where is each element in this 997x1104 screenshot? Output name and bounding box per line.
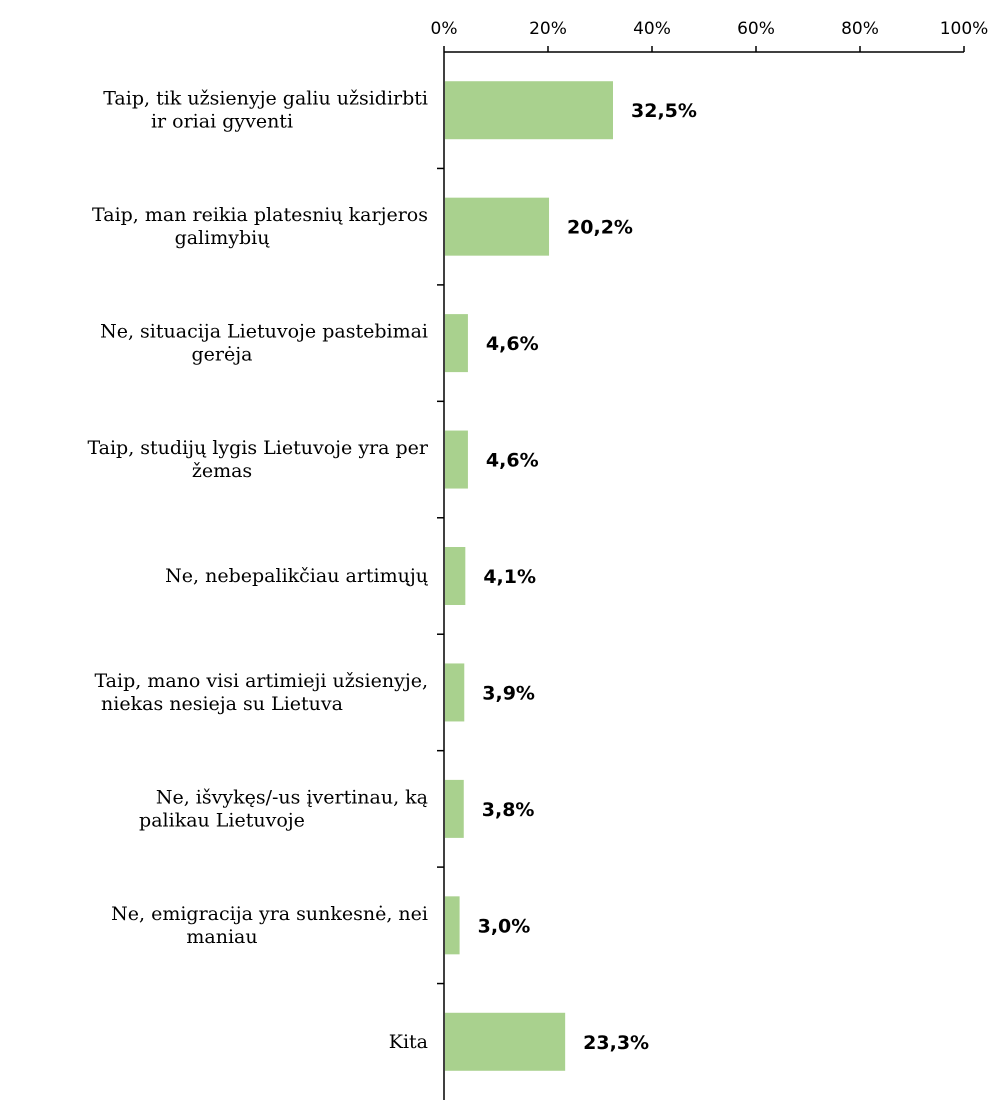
category-label: Taip, studijų lygis Lietuvoje yra per žem…: [87, 437, 428, 482]
labels-layer: 0% 20% 40% 60% 80% 100% 32,5% Taip, tik užsieny…: [87, 19, 988, 1054]
category-label: Ne, emigracija yra sunkesnė, nei maniau: [111, 903, 428, 948]
category-label: Taip, tik užsienyje galiu užsidirbti ir o…: [103, 88, 428, 133]
data-label: 3,8%: [482, 799, 535, 821]
data-label: 3,0%: [478, 915, 531, 937]
data-label: 4,1%: [483, 566, 536, 588]
category-label: Kita: [389, 1031, 428, 1053]
data-label: 23,3%: [583, 1032, 649, 1054]
bar: [445, 779, 464, 838]
data-label: 20,2%: [567, 217, 633, 239]
x-tick-label: 40%: [633, 19, 671, 39]
x-tick-label: 20%: [529, 19, 567, 39]
category-label: Taip, mano visi artimieji užsienyje, niek…: [94, 670, 428, 715]
bar: [445, 547, 466, 605]
bar: [445, 81, 613, 140]
category-label: Ne, situacija Lietuvoje pastebimai gerėja: [100, 321, 428, 366]
x-tick-label: 0%: [431, 19, 458, 39]
bar: [445, 663, 465, 722]
bar: [445, 896, 460, 955]
category-label: Ne, nebepalikčiau artimųjų: [165, 565, 429, 587]
data-label: 32,5%: [631, 100, 697, 122]
bar: [445, 430, 468, 489]
axis-layer: [437, 46, 965, 1100]
bar: [445, 197, 550, 256]
bar: [445, 1012, 566, 1071]
category-label: Ne, išvykęs/-us įvertinau, ką palikau Lie…: [139, 786, 428, 831]
x-tick-label: 100%: [940, 19, 989, 39]
category-label: Taip, man reikia platesnių karjeros galim…: [92, 204, 428, 249]
bars-layer: [445, 81, 613, 1071]
data-label: 4,6%: [486, 333, 539, 355]
x-tick-label: 80%: [841, 19, 879, 39]
data-label: 3,9%: [482, 682, 535, 704]
x-tick-label: 60%: [737, 19, 775, 39]
bar: [445, 314, 468, 373]
data-label: 4,6%: [486, 450, 539, 472]
